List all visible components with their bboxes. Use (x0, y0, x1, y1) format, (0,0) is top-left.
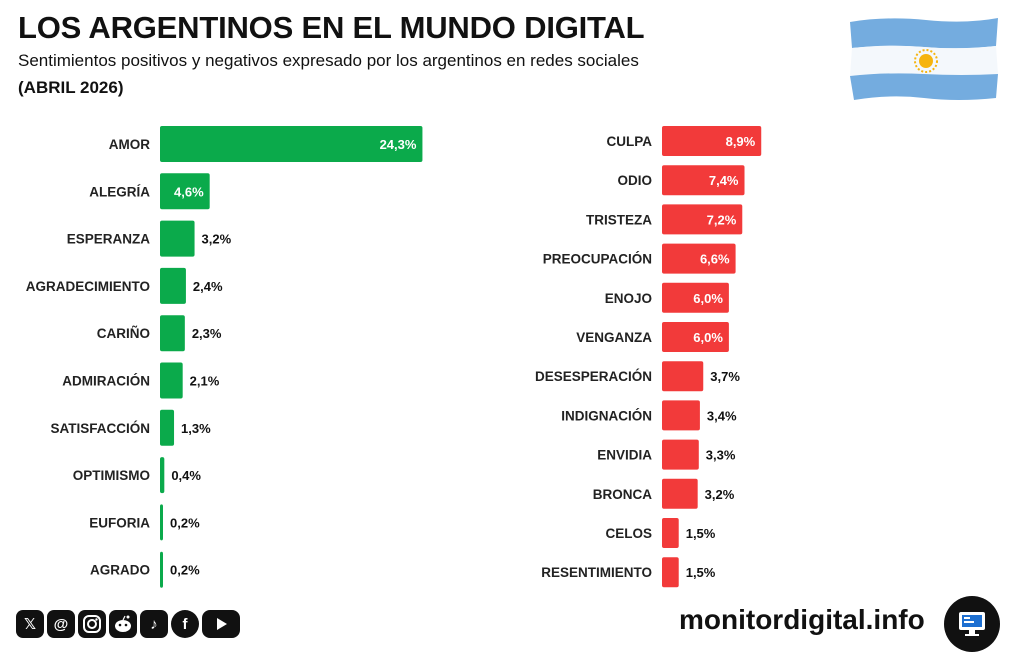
positive-sentiment-chart: AMOR 24,3% ALEGRÍA 4,6% ESPERANZA 3,2% AGRADEC… (26, 126, 423, 588)
category-label: TRISTEZA (586, 212, 652, 227)
bar (160, 551, 163, 588)
value-label: 6,6% (700, 252, 730, 267)
category-label: CARIÑO (97, 326, 150, 341)
bar (662, 204, 743, 235)
social-icons: 𝕏 @ ♪ f (16, 608, 240, 640)
bar (160, 504, 163, 541)
category-label: VENGANZA (576, 330, 652, 345)
category-label: AGRADO (90, 563, 150, 578)
bar (160, 267, 186, 304)
bar (160, 457, 165, 494)
bar (160, 362, 183, 399)
category-label: CULPA (607, 134, 653, 149)
value-label: 3,3% (706, 448, 736, 463)
value-label: 6,0% (693, 291, 723, 306)
category-label: SATISFACCIÓN (50, 421, 150, 436)
bar (662, 165, 745, 196)
value-label: 0,4% (171, 468, 201, 483)
value-label: 3,2% (202, 232, 232, 247)
bar (160, 409, 175, 446)
bar (662, 282, 729, 313)
category-label: AMOR (109, 137, 150, 152)
value-label: 7,2% (707, 212, 737, 227)
value-label: 4,6% (174, 184, 204, 199)
category-label: AGRADECIMIENTO (26, 279, 150, 294)
value-label: 3,2% (705, 487, 735, 502)
category-label: RESENTIMIENTO (541, 565, 652, 580)
youtube-icon[interactable] (202, 610, 240, 638)
bar (662, 243, 736, 274)
page-subtitle: Sentimientos positivos y negativos expre… (18, 51, 639, 70)
bar (160, 220, 195, 257)
category-label: CELOS (605, 526, 652, 541)
x-icon[interactable]: 𝕏 (16, 610, 44, 638)
bar (662, 478, 698, 509)
category-label: INDIGNACIÓN (561, 408, 652, 423)
monitor-icon (944, 596, 1000, 652)
category-label: ALEGRÍA (89, 184, 150, 199)
brand-name[interactable]: monitordigital.info (679, 604, 925, 635)
category-label: ESPERANZA (67, 232, 151, 247)
category-label: OPTIMISMO (73, 468, 150, 483)
bar (662, 439, 699, 470)
value-label: 1,5% (686, 565, 716, 580)
value-label: 8,9% (726, 134, 756, 149)
reddit-icon[interactable] (109, 610, 137, 638)
value-label: 1,5% (686, 526, 716, 541)
argentina-flag-icon (846, 16, 1002, 102)
value-label: 24,3% (380, 137, 417, 152)
value-label: 0,2% (170, 515, 200, 530)
period-label: (ABRIL 2026) (18, 78, 124, 97)
value-label: 2,1% (190, 374, 220, 389)
bar (160, 315, 185, 352)
page-title: LOS ARGENTINOS EN EL MUNDO DIGITAL (18, 10, 645, 45)
category-label: ENOJO (605, 291, 652, 306)
tiktok-icon[interactable]: ♪ (140, 610, 168, 638)
value-label: 0,2% (170, 563, 200, 578)
category-label: BRONCA (593, 487, 652, 502)
facebook-icon[interactable]: f (171, 610, 199, 638)
bar (662, 518, 679, 548)
value-label: 2,4% (193, 279, 223, 294)
value-label: 2,3% (192, 326, 222, 341)
category-label: DESESPERACIÓN (535, 369, 652, 384)
instagram-icon[interactable] (78, 610, 106, 638)
category-label: ADMIRACIÓN (62, 374, 150, 389)
category-label: PREOCUPACIÓN (543, 252, 652, 267)
category-label: EUFORIA (89, 515, 150, 530)
sentiment-chart: AMOR 24,3% ALEGRÍA 4,6% ESPERANZA 3,2% AGRADEC… (26, 126, 762, 588)
category-label: ENVIDIA (597, 448, 652, 463)
value-label: 3,7% (710, 369, 740, 384)
bar (662, 322, 729, 352)
bar (662, 361, 704, 392)
value-label: 6,0% (693, 330, 723, 345)
value-label: 3,4% (707, 408, 737, 423)
bar (160, 173, 210, 210)
threads-icon[interactable]: @ (47, 610, 75, 638)
negative-sentiment-chart: CULPA 8,9% ODIO 7,4% TRISTEZA 7,2% PREOCUPACIÓ… (535, 126, 762, 588)
bar (662, 126, 762, 156)
bar (662, 400, 700, 431)
bar (662, 557, 679, 588)
value-label: 1,3% (181, 421, 211, 436)
category-label: ODIO (617, 173, 652, 188)
value-label: 7,4% (709, 173, 739, 188)
bar (160, 126, 423, 162)
